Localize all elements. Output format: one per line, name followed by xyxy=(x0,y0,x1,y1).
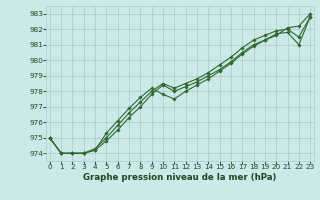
X-axis label: Graphe pression niveau de la mer (hPa): Graphe pression niveau de la mer (hPa) xyxy=(83,173,277,182)
